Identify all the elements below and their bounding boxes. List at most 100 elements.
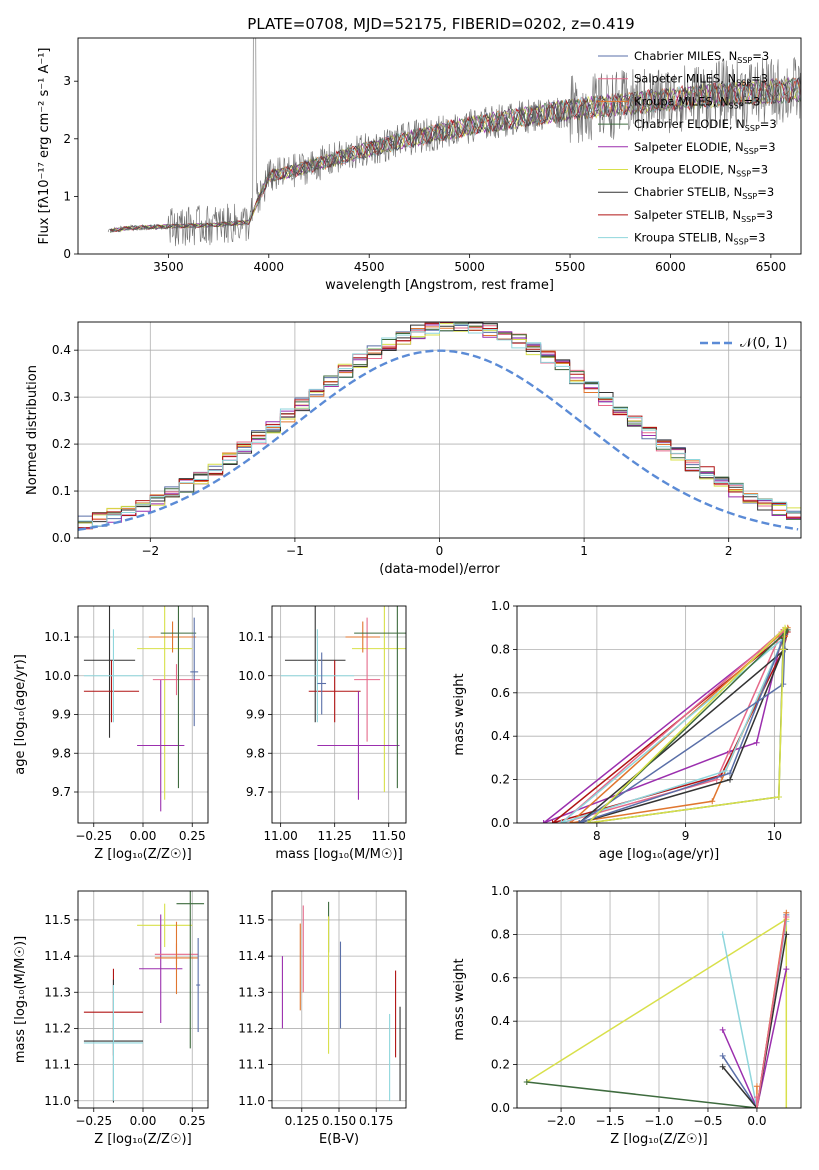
- massweight_vs_Z-ytick-label: 0.0: [491, 1101, 510, 1115]
- mass_vs_Z-frame: [77, 890, 209, 1109]
- age_vs_mass-ytick-label: 10.1: [238, 630, 265, 644]
- age_vs_mass-ytick-label: 9.7: [246, 785, 265, 799]
- massweight_vs_Z-xlabel: Z [log₁₀(Z/Z☉)]: [610, 1132, 707, 1147]
- massweight_vs_age-marker: [780, 646, 787, 653]
- age_vs_mass-errorbar: [280, 629, 355, 723]
- massweight_vs_age-xtick-label: 8: [593, 829, 601, 843]
- age_vs_mass-errorbar: [284, 606, 346, 723]
- massweight_vs_age-lines: [540, 624, 791, 823]
- age_vs_Z-errorbar: [83, 629, 143, 723]
- massweight_vs_Z-marker: [719, 1063, 726, 1070]
- massweight_vs_age-frame: [516, 605, 802, 824]
- age_vs_mass-frame: [271, 605, 407, 824]
- residuals-ytick-label: 0.4: [52, 343, 71, 357]
- age_vs_mass-xtick-label: 11.00: [263, 829, 297, 843]
- age_vs_Z-errorbar: [137, 606, 193, 800]
- spectrum-axes: 3500 4000 4500 5000 5500 6000 6500 0 1 2 3 waveleng…: [37, 48, 786, 294]
- age_vs_Z-ytick-label: 9.9: [52, 708, 71, 722]
- residuals-xtick-label: −1: [286, 544, 304, 558]
- mass_vs_Z-xtick-label: 0.00: [130, 1114, 157, 1128]
- residual-histogram: [78, 322, 801, 538]
- massweight_vs_Z-marker: [783, 966, 790, 973]
- massweight_vs_Z-ytick-label: 1.0: [491, 884, 510, 898]
- massweight_vs_age-xtick-label: 9: [682, 829, 690, 843]
- spectrum-legend-label: Chabrier ELODIE, NSSP=3: [634, 117, 777, 133]
- massweight_vs_age-marker: [727, 770, 733, 777]
- mass_vs_Z-axes: −0.25 0.00 0.25 11.0 11.1 11.2 11.3 11.4 11.5 Z […: [13, 891, 208, 1147]
- residuals-ylabel: Normed distribution: [25, 365, 40, 495]
- age_vs_Z-errorbar: [148, 621, 197, 653]
- massweight_vs_Z-marker: [783, 914, 790, 921]
- massweight_vs_age-marker: [727, 776, 733, 783]
- massweight_vs_age-ytick-label: 0.0: [491, 816, 510, 830]
- massweight_vs_age-ytick-label: 0.6: [491, 686, 510, 700]
- age_vs_Z-ytick-label: 10.1: [44, 630, 71, 644]
- age_vs_Z-ylabel: age [log₁₀(age/yr)]: [13, 654, 28, 775]
- mass_vs_ebv-xtick-label: 0.150: [322, 1114, 356, 1128]
- massweight_vs_Z-series-line: [756, 916, 788, 1108]
- mass_vs_ebv-ytick-label: 11.0: [238, 1094, 265, 1108]
- mass_vs_Z-ytick-label: 11.3: [44, 985, 71, 999]
- age_vs_mass-errorbar: [317, 652, 327, 715]
- spectrum-xtick-label: 3500: [153, 260, 184, 274]
- spectrum-legend-label: Chabrier MILES, NSSP=3: [634, 49, 769, 65]
- residuals-ytick-label: 0.1: [52, 484, 71, 498]
- massweight_vs_Z-ytick-label: 0.2: [491, 1058, 510, 1072]
- mass_vs_Z-xlabel: Z [log₁₀(Z/Z☉)]: [94, 1132, 191, 1147]
- age_vs_mass-points: [280, 606, 406, 800]
- spectrum-legend-label: Salpeter STELIB, NSSP=3: [634, 208, 773, 224]
- normal-curve: [78, 349, 799, 531]
- residuals-xlabel: (data-model)/error: [379, 562, 500, 577]
- mass_vs_ebv-frame: [271, 890, 407, 1109]
- spectrum-xtick-label: 5000: [454, 260, 485, 274]
- age_vs_mass-errorbar: [354, 606, 406, 789]
- massweight_vs_age-xlabel: age [log₁₀(age/yr)]: [599, 847, 720, 862]
- mass_vs_Z-errorbar: [196, 938, 201, 1033]
- spectrum-legend-label: Kroupa ELODIE, NSSP=3: [634, 163, 768, 179]
- residuals-ytick-label: 0.3: [52, 390, 71, 404]
- mass_vs_Z-errorbar: [176, 891, 205, 1049]
- mass_vs_Z-ytick-label: 11.5: [44, 913, 71, 927]
- residuals-ytick-label: 0.0: [52, 531, 71, 545]
- massweight_vs_Z-marker: [783, 1105, 790, 1108]
- mass_vs_Z-errorbar: [83, 985, 143, 1101]
- spectrum-xlabel: wavelength [Angstrom, rest frame]: [325, 278, 554, 293]
- massweight_vs_Z-ytick-label: 0.4: [491, 1014, 510, 1028]
- age_vs_Z-ytick-label: 10.0: [44, 669, 71, 683]
- mass_vs_Z-xtick-label: 0.25: [179, 1114, 206, 1128]
- massweight_vs_age-xtick-label: 10: [767, 829, 782, 843]
- mass_vs_Z-errorbar: [154, 921, 199, 995]
- mass_vs_ebv-xtick-label: 0.125: [285, 1114, 319, 1128]
- spectrum-xtick-label: 6500: [756, 260, 787, 274]
- age_vs_mass-xtick-label: 11.50: [372, 829, 406, 843]
- mass_vs_ebv-xlabel: E(B-V): [319, 1132, 359, 1147]
- spectrum-lines: [107, 38, 801, 247]
- mass_vs_ebv-ytick-label: 11.3: [238, 985, 265, 999]
- residuals-ytick-label: 0.2: [52, 437, 71, 451]
- age_vs_Z-axes: −0.25 0.00 0.25 9.7 9.8 9.9 10.0 10.1 Z [log₁₀(Z…: [13, 606, 208, 862]
- massweight_vs_age-ylabel: mass weight: [452, 673, 467, 755]
- spectrum-ytick-label: 0: [63, 247, 71, 261]
- age_vs_mass-ytick-label: 9.9: [246, 708, 265, 722]
- massweight_vs_Z-xtick-label: −1.0: [644, 1114, 673, 1128]
- spectrum-frame: [77, 37, 802, 255]
- figure-title: PLATE=0708, MJD=52175, FIBERID=0202, z=0…: [247, 15, 634, 33]
- spectrum-xtick-label: 4500: [354, 260, 385, 274]
- massweight_vs_Z-frame: [516, 890, 802, 1109]
- chart-layer: 3500 4000 4500 5000 5500 6000 6500 0 1 2 3 waveleng…: [13, 37, 802, 1147]
- age_vs_mass-xtick-label: 11.25: [317, 829, 351, 843]
- spectrum-legend: Chabrier MILES, NSSP=3 Salpeter MILES, NS…: [598, 49, 777, 247]
- age_vs_Z-errorbar: [190, 617, 199, 727]
- spectrum-model-line: [110, 76, 801, 232]
- spectrum-legend-label: Salpeter MILES, NSSP=3: [634, 72, 768, 88]
- mass_vs_ebv-points: [281, 901, 401, 1101]
- mass_vs_Z-ytick-label: 11.4: [44, 949, 71, 963]
- residuals-xtick-label: 0: [436, 544, 444, 558]
- spectrum-ytick-label: 3: [63, 74, 71, 88]
- age_vs_Z-ytick-label: 9.7: [52, 785, 71, 799]
- mass_vs_ebv-ytick-label: 11.4: [238, 949, 265, 963]
- massweight_vs_age-marker: [585, 820, 591, 823]
- mass_vs_Z-errorbar: [139, 914, 183, 1024]
- residuals-xtick-label: −2: [141, 544, 159, 558]
